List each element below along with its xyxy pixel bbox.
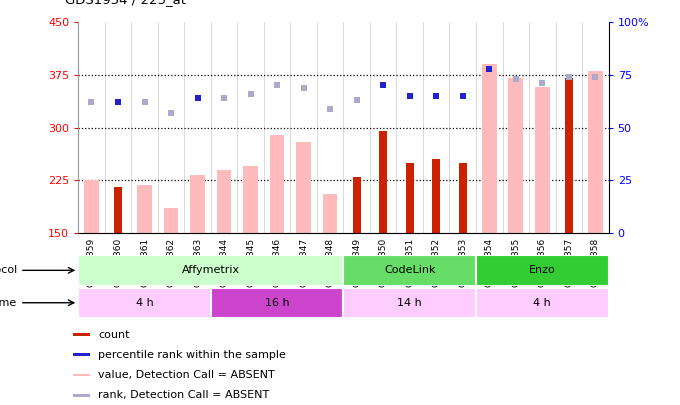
Bar: [482, 64, 496, 233]
Text: protocol: protocol: [0, 265, 17, 275]
Text: 14 h: 14 h: [397, 298, 422, 308]
Bar: [78, 288, 211, 318]
Bar: [73, 373, 90, 377]
Bar: [84, 180, 99, 233]
Bar: [343, 288, 476, 318]
Text: 4 h: 4 h: [533, 298, 551, 308]
Bar: [476, 288, 609, 318]
Text: value, Detection Call = ABSENT: value, Detection Call = ABSENT: [99, 370, 275, 380]
Bar: [588, 71, 602, 233]
Bar: [211, 288, 343, 318]
Bar: [164, 208, 178, 233]
Bar: [243, 166, 258, 233]
Bar: [73, 394, 90, 397]
Text: Enzo: Enzo: [529, 265, 556, 275]
Bar: [476, 255, 609, 286]
Bar: [459, 163, 466, 233]
Bar: [535, 87, 549, 233]
Bar: [270, 134, 284, 233]
Text: count: count: [99, 330, 130, 339]
Text: GDS1954 / 225_at: GDS1954 / 225_at: [65, 0, 186, 6]
Bar: [432, 159, 440, 233]
Bar: [343, 255, 476, 286]
Bar: [217, 170, 231, 233]
Bar: [73, 353, 90, 356]
Bar: [323, 194, 337, 233]
Text: percentile rank within the sample: percentile rank within the sample: [99, 350, 286, 360]
Bar: [565, 79, 573, 233]
Bar: [379, 131, 387, 233]
Text: rank, Detection Call = ABSENT: rank, Detection Call = ABSENT: [99, 390, 270, 400]
Bar: [296, 142, 311, 233]
Bar: [190, 175, 205, 233]
Bar: [137, 185, 152, 233]
Bar: [406, 163, 413, 233]
Text: 16 h: 16 h: [265, 298, 290, 308]
Bar: [509, 79, 523, 233]
Bar: [353, 177, 360, 233]
Text: Affymetrix: Affymetrix: [182, 265, 240, 275]
Text: 4 h: 4 h: [135, 298, 154, 308]
Bar: [114, 187, 122, 233]
Text: CodeLink: CodeLink: [384, 265, 435, 275]
Bar: [73, 333, 90, 336]
Bar: [78, 255, 343, 286]
Text: time: time: [0, 298, 17, 308]
